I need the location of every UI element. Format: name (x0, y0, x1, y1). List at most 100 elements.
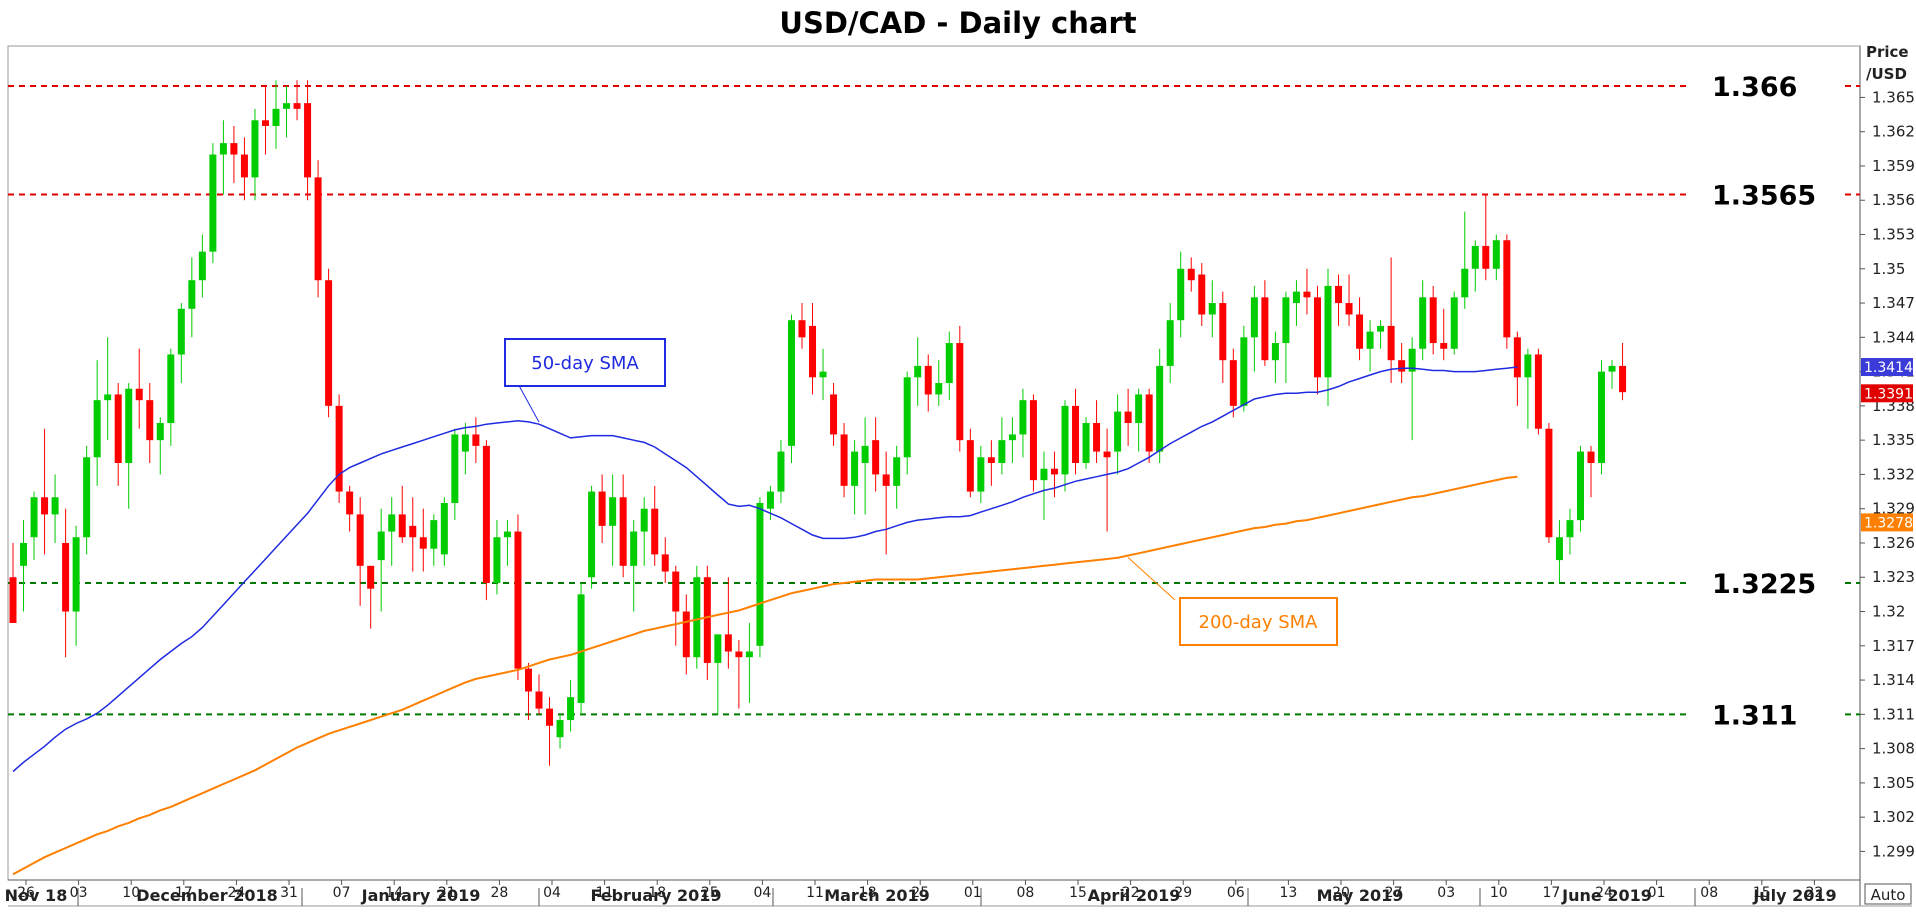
month-label: February 2019 (590, 886, 721, 905)
candle-body (346, 491, 354, 515)
candle (104, 337, 112, 441)
candle (661, 537, 669, 583)
candle-body (1503, 240, 1511, 338)
sma200-line (12, 475, 1518, 876)
candle-body (514, 531, 522, 669)
candle (198, 234, 206, 298)
candle (1492, 234, 1500, 281)
candle-body (62, 542, 70, 612)
x-tick-label: 15 (1753, 885, 1771, 901)
candle-body (651, 508, 659, 555)
level-label-background (1690, 68, 1840, 103)
candle (809, 303, 817, 395)
candles (9, 80, 1627, 766)
candle (735, 640, 743, 709)
x-tick-label: 20 (1332, 885, 1350, 901)
x-tick-label: 26 (17, 885, 35, 901)
candle-body (188, 280, 196, 309)
candle-body (1019, 400, 1027, 435)
x-tick-label: 25 (911, 885, 929, 901)
candle-body (609, 497, 617, 526)
y-tick-label: 1.32 (1872, 603, 1905, 621)
candle (440, 497, 448, 566)
candle (1619, 343, 1627, 401)
candle (1387, 257, 1395, 384)
candle (1398, 343, 1406, 384)
candle-body (156, 423, 164, 441)
candle-body (977, 457, 985, 492)
candle-body (998, 440, 1006, 463)
candle (1072, 388, 1080, 475)
candle-body (1177, 268, 1185, 321)
candle-body (1545, 428, 1553, 538)
candle (1303, 268, 1311, 315)
y-tick-label: 1.305 (1872, 774, 1915, 792)
candle (1250, 285, 1258, 372)
candle-body (335, 405, 343, 492)
x-tick-label: 10 (1490, 885, 1508, 901)
candle-body (1377, 325, 1385, 332)
candle-body (1114, 411, 1122, 452)
candle-body (1240, 337, 1248, 406)
x-tick-label: 21 (438, 885, 456, 901)
candle-body (1471, 245, 1479, 269)
candle-body (1587, 451, 1595, 463)
month-label: July 2019 (1752, 886, 1836, 905)
candle (1524, 348, 1532, 429)
candle-body (209, 154, 217, 252)
candle-body (1440, 343, 1448, 349)
candle (461, 423, 469, 475)
candle (966, 428, 974, 498)
candle (1408, 337, 1416, 441)
candle (30, 491, 38, 561)
candle-body (261, 120, 269, 126)
x-tick-label: 06 (1227, 885, 1245, 901)
candle (630, 520, 638, 612)
candle (1208, 280, 1216, 338)
candle-body (598, 491, 606, 526)
candle (745, 622, 753, 703)
candle-body (1513, 337, 1521, 378)
candle (640, 497, 648, 566)
candle-body (872, 440, 880, 475)
candle-body (293, 103, 301, 109)
candle-body (472, 434, 480, 446)
candle (1282, 291, 1290, 384)
candle (724, 577, 732, 669)
candle-body (1492, 240, 1500, 269)
month-label: June 2019 (1561, 886, 1652, 905)
candle (546, 697, 554, 766)
level-label-background (1690, 565, 1840, 600)
candle-body (724, 634, 732, 652)
candle (935, 360, 943, 406)
candle-body (640, 508, 648, 532)
candle-body (1145, 394, 1153, 452)
candle (419, 508, 427, 572)
candle-body (619, 497, 627, 566)
annotations: 50-day SMA 200-day SMA (504, 338, 1338, 646)
candle-body (9, 577, 17, 623)
candle-body (798, 320, 806, 338)
candle (1608, 360, 1616, 389)
candle-body (661, 554, 669, 572)
candle-body (1387, 325, 1395, 361)
y-tick-label: 1.314 (1872, 671, 1915, 689)
candle (93, 360, 101, 486)
candle-body (125, 388, 133, 463)
candle (430, 514, 438, 566)
candle (1061, 400, 1069, 492)
candle-body (1292, 291, 1300, 304)
candle (924, 354, 932, 412)
candle-body (1408, 348, 1416, 372)
x-tick-label: 03 (1437, 885, 1455, 901)
candle-body (1135, 394, 1143, 424)
candle-body (1598, 371, 1606, 463)
candle-body (1345, 303, 1353, 315)
candle (1219, 291, 1227, 384)
candle-body (787, 320, 795, 446)
candle (851, 440, 859, 515)
candle-body (703, 577, 711, 663)
candle-body (1187, 268, 1195, 281)
candle-body (167, 354, 175, 424)
candle-body (283, 103, 291, 109)
